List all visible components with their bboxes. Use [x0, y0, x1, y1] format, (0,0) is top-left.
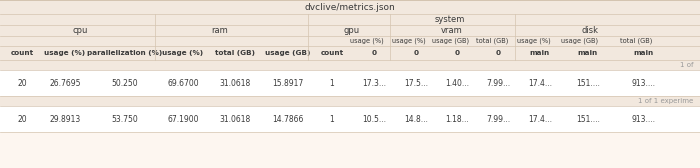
Text: vram: vram	[441, 26, 463, 35]
Text: usage (GB): usage (GB)	[265, 50, 311, 56]
Text: 7.99...: 7.99...	[486, 78, 510, 88]
Text: usage (%): usage (%)	[162, 50, 204, 56]
Text: cpu: cpu	[72, 26, 88, 35]
Text: disk: disk	[582, 26, 598, 35]
Text: 17.4...: 17.4...	[528, 115, 552, 123]
Text: dvclive/metrics.json: dvclive/metrics.json	[304, 3, 395, 11]
Text: 31.0618: 31.0618	[219, 78, 251, 88]
Bar	[0, 25, 700, 36]
Text: 1: 1	[330, 115, 335, 123]
Text: 10.5...: 10.5...	[362, 115, 386, 123]
Text: usage (%): usage (%)	[44, 50, 85, 56]
Text: 53.750: 53.750	[111, 115, 139, 123]
Text: 26.7695: 26.7695	[49, 78, 80, 88]
Text: usage (%): usage (%)	[392, 38, 426, 44]
Text: 17.3...: 17.3...	[362, 78, 386, 88]
Text: parallelization (%): parallelization (%)	[88, 50, 162, 56]
Text: usage (%): usage (%)	[517, 38, 551, 44]
Text: system: system	[435, 15, 466, 24]
Text: count: count	[10, 50, 34, 56]
Text: usage (GB): usage (GB)	[433, 38, 470, 44]
Text: main: main	[578, 50, 598, 56]
Bar	[0, 106, 700, 132]
Text: 0: 0	[414, 50, 419, 56]
Text: 14.8...: 14.8...	[404, 115, 428, 123]
Text: 1: 1	[330, 78, 335, 88]
Text: total (GB): total (GB)	[476, 38, 508, 44]
Text: 913....: 913....	[632, 78, 656, 88]
Text: main: main	[634, 50, 654, 56]
Text: 29.8913: 29.8913	[50, 115, 80, 123]
Text: 1.18...: 1.18...	[445, 115, 469, 123]
Text: 17.5...: 17.5...	[404, 78, 428, 88]
Text: total (GB): total (GB)	[620, 38, 652, 44]
Bar	[0, 36, 700, 46]
Text: gpu: gpu	[344, 26, 360, 35]
Text: 151....: 151....	[576, 78, 600, 88]
Text: 151....: 151....	[576, 115, 600, 123]
Text: 50.250: 50.250	[112, 78, 139, 88]
Text: 0: 0	[372, 50, 377, 56]
Text: usage (GB): usage (GB)	[561, 38, 598, 44]
Bar	[0, 70, 700, 96]
Text: 20: 20	[18, 115, 27, 123]
Text: 67.1900: 67.1900	[167, 115, 199, 123]
Text: 0: 0	[454, 50, 459, 56]
Text: total (GB): total (GB)	[215, 50, 255, 56]
Text: 31.0618: 31.0618	[219, 115, 251, 123]
Text: 7.99...: 7.99...	[486, 115, 510, 123]
Text: 20: 20	[18, 78, 27, 88]
Text: count: count	[321, 50, 344, 56]
Text: main: main	[530, 50, 550, 56]
Text: 1 of: 1 of	[680, 62, 693, 68]
Bar	[0, 14, 700, 25]
Text: 0: 0	[496, 50, 500, 56]
Text: 1.40...: 1.40...	[445, 78, 469, 88]
Text: usage (%): usage (%)	[350, 38, 384, 44]
Text: 69.6700: 69.6700	[167, 78, 199, 88]
Bar	[0, 46, 700, 60]
Bar	[0, 60, 700, 70]
Text: ram: ram	[211, 26, 228, 35]
Text: 15.8917: 15.8917	[272, 78, 304, 88]
Text: 17.4...: 17.4...	[528, 78, 552, 88]
Text: 14.7866: 14.7866	[272, 115, 304, 123]
Bar	[0, 0, 700, 14]
Text: 1 of 1 experime: 1 of 1 experime	[638, 98, 693, 104]
Text: 913....: 913....	[632, 115, 656, 123]
Bar	[0, 96, 700, 106]
